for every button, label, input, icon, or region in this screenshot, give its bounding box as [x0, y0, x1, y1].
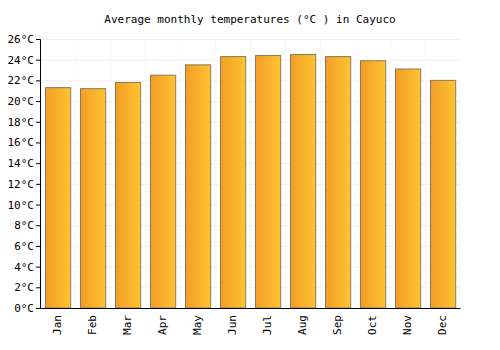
grid-line-vertical — [215, 39, 216, 308]
y-tick-mark — [36, 184, 40, 185]
bar — [396, 69, 421, 308]
bar — [81, 89, 106, 308]
x-tick-label: Dec — [436, 315, 449, 335]
x-tick: Jun — [226, 308, 239, 335]
x-tick: Nov — [401, 308, 414, 335]
x-tick-label: Apr — [156, 315, 169, 335]
y-tick: 2°C — [14, 281, 40, 294]
x-tick-label: Aug — [296, 315, 309, 335]
y-tick-mark — [36, 308, 40, 309]
grid-line-vertical — [110, 39, 111, 308]
y-tick-mark — [36, 246, 40, 247]
y-tick: 20°C — [8, 95, 41, 108]
x-tick: Jan — [51, 308, 64, 335]
grid-line-vertical — [355, 39, 356, 308]
x-tick-label: Feb — [86, 315, 99, 335]
grid-line — [40, 308, 460, 309]
y-tick-mark — [36, 39, 40, 40]
y-tick-label: 24°C — [8, 54, 35, 67]
y-tick: 26°C — [8, 33, 41, 46]
x-tick: Dec — [436, 308, 449, 335]
y-tick: 10°C — [8, 199, 41, 212]
bar — [256, 56, 281, 308]
grid-line-vertical — [425, 39, 426, 308]
y-tick: 16°C — [8, 136, 41, 149]
y-tick-label: 20°C — [8, 95, 35, 108]
y-tick-mark — [36, 122, 40, 123]
x-tick: Aug — [296, 308, 309, 335]
y-tick-label: 4°C — [14, 261, 34, 274]
y-tick-mark — [36, 101, 40, 102]
bar — [361, 61, 386, 308]
y-tick: 22°C — [8, 74, 41, 87]
y-tick-label: 2°C — [14, 281, 34, 294]
grid-line-vertical — [390, 39, 391, 308]
x-tick: Jul — [261, 308, 274, 335]
x-tick-label: Oct — [366, 315, 379, 335]
y-axis-line — [36, 40, 41, 309]
bar — [326, 57, 351, 308]
title: Average monthly temperatures (°C ) in Ca… — [104, 13, 395, 26]
x-tick: Apr — [156, 308, 169, 335]
x-tick-label: Jun — [226, 315, 239, 335]
bar — [151, 75, 176, 308]
y-tick-mark — [36, 142, 40, 143]
bar — [186, 65, 211, 308]
x-tick: Sep — [331, 308, 344, 335]
y-axis: 0°C 2°C 4°C 6°C 8°C 10°C 12°C 14°C 16°C 18°C 20°C 2… — [8, 33, 41, 315]
bar — [291, 55, 316, 308]
y-tick-label: 14°C — [8, 157, 35, 170]
x-tick-label: May — [191, 315, 204, 335]
bar — [221, 57, 246, 308]
grid-line-vertical — [285, 39, 286, 308]
y-tick-mark — [36, 205, 40, 206]
y-tick-mark — [36, 267, 40, 268]
y-tick: 0°C — [14, 302, 40, 315]
y-tick-label: 8°C — [14, 219, 34, 232]
y-tick-label: 0°C — [14, 302, 34, 315]
grid-line-vertical — [75, 39, 76, 308]
x-tick-label: Nov — [401, 315, 414, 335]
x-tick-label: Jul — [261, 315, 274, 335]
x-tick-label: Sep — [331, 315, 344, 335]
x-tick: Mar — [121, 308, 134, 335]
y-tick-label: 26°C — [8, 33, 35, 46]
grid — [40, 39, 460, 309]
y-tick: 8°C — [14, 219, 40, 232]
y-tick: 14°C — [8, 157, 41, 170]
x-tick: Feb — [86, 308, 99, 335]
y-tick: 4°C — [14, 261, 40, 274]
grid-line-vertical — [145, 39, 146, 308]
y-tick-mark — [36, 163, 40, 164]
y-tick-label: 12°C — [8, 178, 35, 191]
y-tick-label: 6°C — [14, 240, 34, 253]
y-tick: 24°C — [8, 54, 41, 67]
bar — [116, 82, 141, 308]
y-tick: 12°C — [8, 178, 41, 191]
y-tick-mark — [36, 287, 40, 288]
grid-line-vertical — [180, 39, 181, 308]
x-tick: Oct — [366, 308, 379, 335]
grid-line-vertical — [320, 39, 321, 308]
x-tick-label: Mar — [121, 315, 134, 335]
y-tick-label: 22°C — [8, 74, 35, 87]
y-tick-label: 18°C — [8, 116, 35, 129]
y-tick-mark — [36, 80, 40, 81]
bar — [431, 80, 456, 308]
x-tick: May — [191, 308, 204, 335]
bars — [46, 55, 456, 308]
y-tick: 18°C — [8, 116, 41, 129]
y-tick-mark — [36, 225, 40, 226]
chart: 0°C 2°C 4°C 6°C 8°C 10°C 12°C 14°C 16°C 18°C 20°C 2… — [0, 0, 500, 350]
x-axis: Jan Feb Mar Apr May Jun Jul Aug Sep Oct Nov Dec — [41, 308, 461, 335]
x-axis-line — [41, 308, 461, 309]
y-tick-mark — [36, 60, 40, 61]
plot: 0°C 2°C 4°C 6°C 8°C 10°C 12°C 14°C 16°C 18°C 20°C 2… — [8, 33, 461, 335]
x-tick-label: Jan — [51, 315, 64, 335]
y-tick: 6°C — [14, 240, 40, 253]
y-tick-label: 16°C — [8, 136, 35, 149]
y-tick-label: 10°C — [8, 199, 35, 212]
bar — [46, 88, 71, 308]
grid-line-vertical — [250, 39, 251, 308]
